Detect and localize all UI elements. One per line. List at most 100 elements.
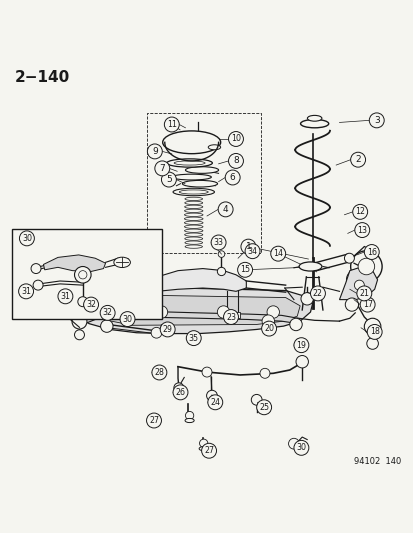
Circle shape bbox=[354, 280, 363, 290]
Circle shape bbox=[289, 318, 301, 330]
Text: 27: 27 bbox=[204, 446, 214, 455]
Circle shape bbox=[244, 244, 259, 259]
Text: 1: 1 bbox=[245, 242, 251, 251]
Ellipse shape bbox=[184, 237, 202, 240]
Circle shape bbox=[74, 330, 84, 340]
Circle shape bbox=[173, 383, 183, 393]
Circle shape bbox=[201, 443, 216, 458]
Text: 31: 31 bbox=[21, 287, 31, 296]
Text: 8: 8 bbox=[233, 156, 238, 165]
Circle shape bbox=[72, 314, 87, 329]
Ellipse shape bbox=[184, 221, 202, 224]
Text: 27: 27 bbox=[149, 416, 159, 425]
Circle shape bbox=[151, 327, 161, 338]
Circle shape bbox=[120, 312, 135, 327]
Text: 2: 2 bbox=[354, 155, 360, 164]
Circle shape bbox=[164, 117, 179, 132]
Circle shape bbox=[366, 338, 377, 349]
Ellipse shape bbox=[184, 209, 202, 213]
Circle shape bbox=[346, 269, 366, 290]
Ellipse shape bbox=[83, 303, 94, 308]
Ellipse shape bbox=[184, 213, 202, 216]
Ellipse shape bbox=[162, 131, 220, 154]
Circle shape bbox=[310, 286, 325, 301]
Circle shape bbox=[354, 223, 369, 238]
Circle shape bbox=[161, 172, 176, 187]
Text: 35: 35 bbox=[188, 334, 198, 343]
Text: 24: 24 bbox=[210, 398, 220, 407]
Circle shape bbox=[344, 253, 354, 263]
Circle shape bbox=[100, 305, 115, 320]
Ellipse shape bbox=[184, 233, 202, 236]
Circle shape bbox=[152, 365, 166, 380]
Text: 32: 32 bbox=[102, 309, 112, 317]
Circle shape bbox=[31, 264, 41, 273]
Polygon shape bbox=[81, 310, 297, 325]
Circle shape bbox=[185, 411, 193, 419]
Text: 14: 14 bbox=[273, 249, 282, 258]
Polygon shape bbox=[43, 255, 105, 271]
Circle shape bbox=[261, 321, 276, 336]
Text: 13: 13 bbox=[356, 225, 366, 235]
Ellipse shape bbox=[298, 262, 321, 271]
Circle shape bbox=[74, 266, 91, 283]
Text: 29: 29 bbox=[162, 325, 172, 334]
Circle shape bbox=[199, 439, 207, 447]
Ellipse shape bbox=[185, 418, 194, 423]
Circle shape bbox=[173, 385, 188, 400]
Polygon shape bbox=[339, 268, 377, 300]
Circle shape bbox=[366, 325, 381, 340]
Circle shape bbox=[78, 271, 87, 279]
Circle shape bbox=[19, 231, 34, 246]
Ellipse shape bbox=[184, 229, 202, 232]
Text: 18: 18 bbox=[369, 327, 379, 336]
Ellipse shape bbox=[179, 190, 208, 194]
Circle shape bbox=[217, 268, 225, 276]
Circle shape bbox=[225, 170, 240, 185]
Ellipse shape bbox=[208, 145, 220, 150]
Circle shape bbox=[146, 413, 161, 428]
Circle shape bbox=[368, 113, 383, 128]
Text: 21: 21 bbox=[358, 289, 368, 298]
Bar bbox=[223, 312, 240, 318]
Circle shape bbox=[359, 297, 374, 312]
Text: 11: 11 bbox=[166, 120, 176, 129]
Circle shape bbox=[295, 356, 308, 368]
Circle shape bbox=[228, 154, 243, 168]
Text: 30: 30 bbox=[122, 314, 132, 324]
Circle shape bbox=[293, 338, 308, 353]
Ellipse shape bbox=[300, 119, 328, 128]
Circle shape bbox=[363, 318, 380, 335]
Circle shape bbox=[218, 202, 233, 217]
Circle shape bbox=[211, 235, 225, 250]
Circle shape bbox=[83, 297, 98, 312]
Circle shape bbox=[155, 306, 167, 318]
Circle shape bbox=[223, 310, 238, 325]
Circle shape bbox=[350, 152, 365, 167]
Circle shape bbox=[344, 298, 358, 311]
Text: 4: 4 bbox=[222, 205, 228, 214]
Circle shape bbox=[259, 368, 269, 378]
Circle shape bbox=[237, 262, 252, 277]
Text: 28: 28 bbox=[154, 368, 164, 377]
Circle shape bbox=[218, 251, 224, 257]
Circle shape bbox=[363, 245, 378, 260]
Circle shape bbox=[350, 251, 381, 282]
Ellipse shape bbox=[184, 201, 202, 205]
Circle shape bbox=[251, 394, 261, 405]
Ellipse shape bbox=[166, 159, 212, 167]
Text: 15: 15 bbox=[240, 265, 249, 274]
Text: 26: 26 bbox=[175, 388, 185, 397]
Circle shape bbox=[206, 390, 217, 401]
Text: 30: 30 bbox=[22, 234, 32, 243]
Circle shape bbox=[207, 395, 222, 410]
Ellipse shape bbox=[184, 225, 202, 228]
Ellipse shape bbox=[114, 257, 130, 268]
Text: 10: 10 bbox=[230, 134, 240, 143]
Polygon shape bbox=[90, 295, 299, 325]
Ellipse shape bbox=[306, 115, 321, 121]
Circle shape bbox=[357, 258, 374, 275]
Text: 30: 30 bbox=[296, 443, 306, 453]
Text: 34: 34 bbox=[247, 247, 257, 256]
Ellipse shape bbox=[185, 197, 202, 200]
